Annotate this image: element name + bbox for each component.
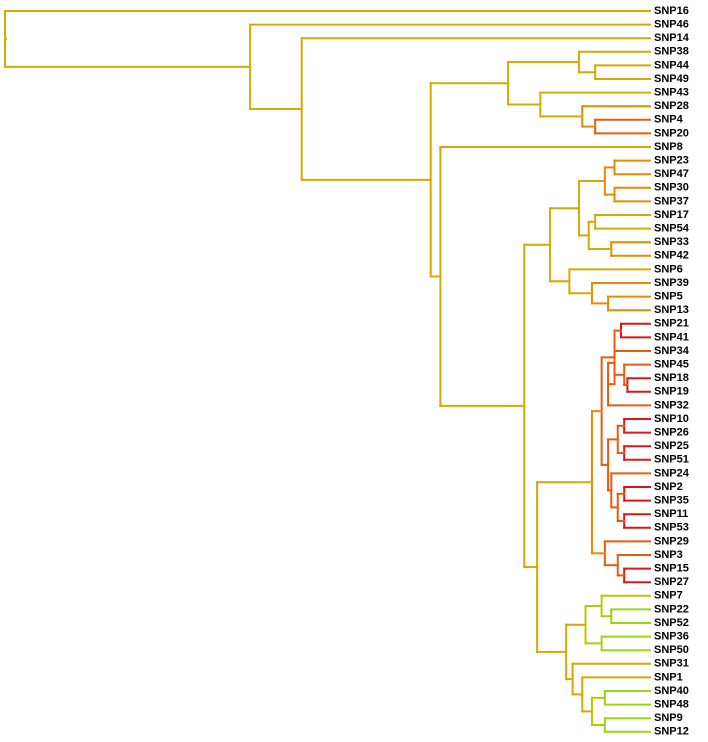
leaf-label-snp29: SNP29 [654,535,689,547]
leaf-label-snp32: SNP32 [654,399,689,411]
leaf-label-snp45: SNP45 [654,359,689,371]
leaf-label-snp11: SNP11 [654,508,688,520]
leaf-label-snp25: SNP25 [654,440,689,452]
leaf-label-snp1: SNP1 [654,671,683,683]
leaf-label-snp35: SNP35 [654,495,689,507]
leaf-label-snp51: SNP51 [654,454,689,466]
leaf-label-snp41: SNP41 [654,331,689,343]
leaf-label-snp27: SNP27 [654,576,689,588]
leaf-label-snp21: SNP21 [654,318,689,330]
leaf-label-snp46: SNP46 [654,19,689,31]
leaf-label-snp36: SNP36 [654,631,689,643]
leaf-label-snp10: SNP10 [654,413,689,425]
leaf-label-snp26: SNP26 [654,427,689,439]
leaf-label-snp5: SNP5 [654,291,683,303]
leaf-label-snp33: SNP33 [654,236,689,248]
leaf-label-snp18: SNP18 [654,372,689,384]
leaf-label-snp9: SNP9 [654,712,683,724]
leaf-label-snp3: SNP3 [654,549,683,561]
leaf-label-snp48: SNP48 [654,699,689,711]
leaf-label-snp4: SNP4 [654,114,684,126]
leaf-label-snp13: SNP13 [654,304,689,316]
leaf-label-snp30: SNP30 [654,182,689,194]
leaf-label-snp43: SNP43 [654,87,689,99]
leaf-label-snp20: SNP20 [654,127,689,139]
leaf-label-snp8: SNP8 [654,141,683,153]
leaf-label-snp23: SNP23 [654,155,689,167]
leaf-label-snp49: SNP49 [654,73,689,85]
leaf-label-snp2: SNP2 [654,481,683,493]
leaf-label-snp50: SNP50 [654,644,689,656]
leaf-label-snp37: SNP37 [654,195,689,207]
leaf-label-snp31: SNP31 [654,658,689,670]
leaf-label-snp14: SNP14 [654,32,690,44]
leaf-label-snp44: SNP44 [654,59,690,71]
leaf-label-snp7: SNP7 [654,590,683,602]
leaf-label-snp38: SNP38 [654,46,689,58]
leaf-label-snp22: SNP22 [654,603,689,615]
leaf-label-snp34: SNP34 [654,345,690,357]
leaf-label-snp15: SNP15 [654,563,689,575]
leaf-label-snp40: SNP40 [654,685,689,697]
leaf-label-snp16: SNP16 [654,5,689,17]
leaf-label-snp39: SNP39 [654,277,689,289]
leaf-label-snp52: SNP52 [654,617,689,629]
leaf-label-snp28: SNP28 [654,100,689,112]
leaf-label-snp12: SNP12 [654,726,689,738]
leaf-label-snp53: SNP53 [654,522,689,534]
leaf-label-snp24: SNP24 [654,467,690,479]
leaf-label-snp47: SNP47 [654,168,689,180]
leaf-label-snp42: SNP42 [654,250,689,262]
leaf-label-snp17: SNP17 [654,209,689,221]
leaf-label-snp6: SNP6 [654,263,683,275]
leaf-label-snp54: SNP54 [654,223,690,235]
leaf-label-snp19: SNP19 [654,386,689,398]
